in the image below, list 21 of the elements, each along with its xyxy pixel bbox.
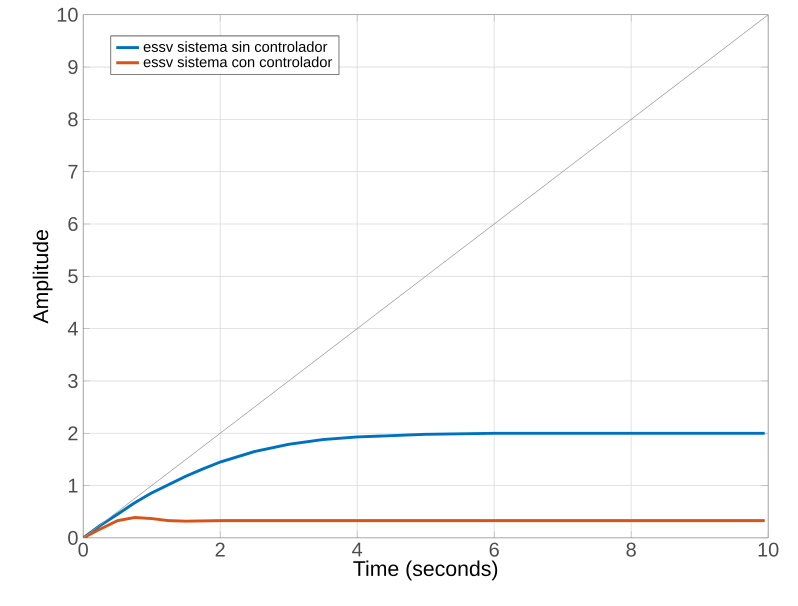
x-tick-label: 4 [352,542,362,556]
y-tick-label: 2 [68,426,78,440]
y-tick-label: 0 [68,530,78,545]
y-tick-label: 3 [68,374,78,388]
x-tick-label: 6 [490,542,499,557]
y-tick-label: 10 [58,8,78,22]
x-tick-label: 8 [626,542,636,557]
y-tick-label: 8 [68,112,78,126]
y-tick-label: 5 [68,269,78,284]
x-axis-title: Time (seconds) [353,560,498,580]
y-tick-label: 9 [68,60,78,74]
y-axis-title: Amplitude [32,230,53,324]
y-tick-label: 6 [68,216,78,232]
y-tick-label: 1 [68,478,78,492]
legend-label: essv sistema con controlador [144,56,332,68]
x-tick-label: 10 [758,542,778,557]
legend-label: essv sistema sin controlador [144,41,328,52]
y-tick-label: 7 [68,164,78,179]
x-tick-label: 2 [216,542,225,557]
y-tick-label: 4 [68,322,78,336]
x-tick-label: 0 [78,542,88,557]
